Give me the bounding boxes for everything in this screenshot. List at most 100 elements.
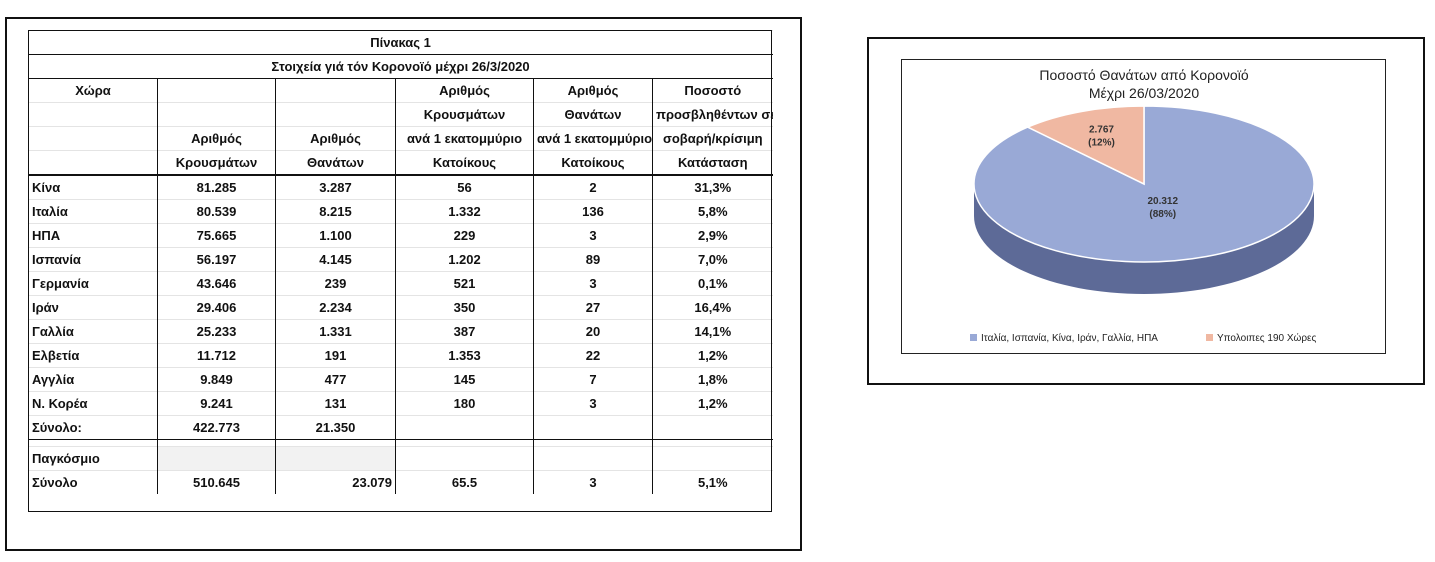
value-cell: 229 bbox=[395, 223, 534, 248]
value-cell: 14,1% bbox=[651, 319, 773, 344]
value-cell: 477 bbox=[275, 367, 396, 392]
pie-slices: 20.312 (88%) 2.767 (12%) bbox=[973, 105, 1315, 294]
world-label-row: Παγκόσμιο bbox=[28, 446, 773, 471]
spacer-cell bbox=[28, 439, 158, 447]
pie-slice bbox=[1025, 105, 1145, 186]
value-cell: 3 bbox=[533, 470, 653, 494]
table-row: Ν. Κορέα 9.241 131 180 3 1,2% bbox=[28, 391, 773, 416]
pie-slice-side bbox=[974, 184, 1314, 294]
legend-swatch bbox=[970, 334, 977, 341]
table-panel-frame bbox=[5, 17, 802, 551]
header-cell bbox=[275, 78, 396, 103]
legend-label: Υπολοιπες 190 Χώρες bbox=[1217, 332, 1316, 344]
value-cell: 22 bbox=[533, 343, 653, 368]
value-cell: 43.646 bbox=[157, 271, 276, 296]
value-cell: 81.285 bbox=[157, 174, 276, 200]
country-cell: Ιταλία bbox=[28, 199, 158, 224]
country-cell: Κίνα bbox=[28, 174, 158, 200]
value-cell: 9.849 bbox=[157, 367, 276, 392]
header-cell: Αριθμός bbox=[533, 78, 653, 103]
table-row: Ισπανία 56.197 4.145 1.202 89 7,0% bbox=[28, 247, 773, 272]
table-row: Ιράν 29.406 2.234 350 27 16,4% bbox=[28, 295, 773, 320]
world-total-row: Σύνολο 510.645 23.079 65.5 3 5,1% bbox=[28, 470, 773, 494]
value-cell: 21.350 bbox=[275, 415, 396, 440]
value-cell: 521 bbox=[395, 271, 534, 296]
table-subtitle: Στοιχεία γιά τόν Κορονοϊό μέχρι 26/3/202… bbox=[28, 54, 773, 79]
value-cell: 25.233 bbox=[157, 319, 276, 344]
empty-cell bbox=[275, 446, 396, 471]
slice-percent-label: (12%) bbox=[1088, 138, 1115, 149]
header-cell: Κατάσταση bbox=[651, 150, 773, 175]
value-cell: 387 bbox=[395, 319, 534, 344]
country-cell: ΗΠΑ bbox=[28, 223, 158, 248]
header-cell: Ποσοστό bbox=[651, 78, 773, 103]
value-cell: 136 bbox=[533, 199, 653, 224]
header-cell bbox=[28, 126, 158, 151]
header-row: Αριθμός Αριθμός ανά 1 εκατομμύριο ανά 1 εκα… bbox=[28, 126, 773, 151]
header-cell: Θανάτων bbox=[533, 102, 653, 127]
value-cell: 1,2% bbox=[651, 391, 773, 416]
world-label: Παγκόσμιο bbox=[28, 446, 158, 471]
empty-cell bbox=[533, 446, 653, 471]
value-cell: 8.215 bbox=[275, 199, 396, 224]
value-cell: 56.197 bbox=[157, 247, 276, 272]
country-cell: Ελβετία bbox=[28, 343, 158, 368]
chart-area: Ποσοστό Θανάτων από Κορονοϊό Μέχρι 26/03… bbox=[901, 59, 1386, 354]
header-cell: Κατοίκους bbox=[395, 150, 534, 175]
value-cell: 3 bbox=[533, 391, 653, 416]
country-cell: Σύνολο bbox=[28, 470, 158, 494]
header-cell: Αριθμός bbox=[157, 126, 276, 151]
header-row: Κρουσμάτων Θανάτων Κατοίκους Κατοίκους Κατάσ… bbox=[28, 150, 773, 175]
value-cell bbox=[533, 415, 653, 440]
spacer-cell bbox=[395, 439, 534, 447]
spacer-row bbox=[28, 439, 773, 447]
value-cell: 1.353 bbox=[395, 343, 534, 368]
value-cell bbox=[651, 415, 773, 440]
header-cell bbox=[275, 102, 396, 127]
value-cell: 29.406 bbox=[157, 295, 276, 320]
value-cell: 131 bbox=[275, 391, 396, 416]
header-cell: ανά 1 εκατομμύριο bbox=[533, 126, 653, 151]
empty-cell bbox=[651, 446, 773, 471]
value-cell: 11.712 bbox=[157, 343, 276, 368]
value-cell: 239 bbox=[275, 271, 396, 296]
spacer-cell bbox=[157, 439, 276, 447]
table-row: Αγγλία 9.849 477 145 7 1,8% bbox=[28, 367, 773, 392]
value-cell: 1.331 bbox=[275, 319, 396, 344]
table-subtitle-row: Στοιχεία γιά τόν Κορονοϊό μέχρι 26/3/202… bbox=[28, 54, 773, 79]
header-cell: Κρουσμάτων bbox=[395, 102, 534, 127]
value-cell: 89 bbox=[533, 247, 653, 272]
chart-panel-frame bbox=[867, 37, 1425, 385]
value-cell: 180 bbox=[395, 391, 534, 416]
value-cell: 0,1% bbox=[651, 271, 773, 296]
spacer-cell bbox=[651, 439, 773, 447]
table-row: Κίνα 81.285 3.287 56 2 31,3% bbox=[28, 174, 773, 200]
value-cell: 350 bbox=[395, 295, 534, 320]
total-row: Σύνολο: 422.773 21.350 bbox=[28, 415, 773, 440]
value-cell: 1.332 bbox=[395, 199, 534, 224]
table-row: ΗΠΑ 75.665 1.100 229 3 2,9% bbox=[28, 223, 773, 248]
legend-swatch bbox=[1206, 334, 1213, 341]
header-cell bbox=[28, 102, 158, 127]
header-cell: ανά 1 εκατομμύριο bbox=[395, 126, 534, 151]
legend-label: Ιταλία, Ισπανία, Κίνα, Ιράν, Γαλλία, ΗΠΑ bbox=[981, 332, 1158, 344]
table-title: Πίνακας 1 bbox=[28, 30, 773, 55]
value-cell: 75.665 bbox=[157, 223, 276, 248]
data-table: Πίνακας 1 Στοιχεία γιά τόν Κορονοϊό μέχρ… bbox=[28, 30, 773, 494]
value-cell: 1.202 bbox=[395, 247, 534, 272]
slice-percent-label: (88%) bbox=[1149, 209, 1176, 220]
value-cell: 3 bbox=[533, 271, 653, 296]
table-row: Ιταλία 80.539 8.215 1.332 136 5,8% bbox=[28, 199, 773, 224]
value-cell: 3.287 bbox=[275, 174, 396, 200]
slice-value-label: 20.312 bbox=[1147, 196, 1178, 207]
header-cell: Χώρα bbox=[28, 78, 158, 103]
value-cell: 510.645 bbox=[157, 470, 276, 494]
pie-slice bbox=[973, 105, 1315, 263]
header-cell: προσβληθέντων σε bbox=[651, 102, 773, 127]
header-cell: Κατοίκους bbox=[533, 150, 653, 175]
country-cell: Ν. Κορέα bbox=[28, 391, 158, 416]
header-cell: Αριθμός bbox=[395, 78, 534, 103]
value-cell: 1.100 bbox=[275, 223, 396, 248]
value-cell: 145 bbox=[395, 367, 534, 392]
header-row: Χώρα Αριθμός Αριθμός Ποσοστό bbox=[28, 78, 773, 103]
